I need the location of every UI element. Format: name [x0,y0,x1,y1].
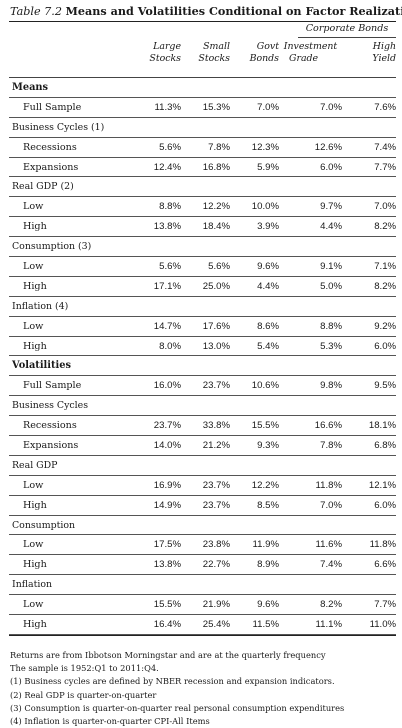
table-row: High 17.1% 25.0% 4.4% 5.0% 8.2% [9,276,397,297]
table-row: Low 14.7% 17.6% 8.6% 8.8% 9.2% [9,316,397,337]
note-4: (4) Inflation is quarter-on-quarter CPI-… [10,715,210,726]
note-3: (3) Consumption is quarter-on-quarter re… [10,702,345,713]
header-rule [9,77,396,78]
section-means: Means [9,78,397,98]
table-row: Expansions 14.0% 21.2% 9.3% 7.8% 6.8% [9,435,397,456]
group-header: Consumption (3) [9,236,397,258]
table-row: Low 5.6% 5.6% 9.6% 9.1% 7.1% [9,256,397,277]
column-header: Corporate Bonds Large Stocks Small Stock… [9,22,396,77]
col-header-govt-bonds: Govt Bonds [249,41,279,64]
group-header: Real GDP (2) [9,176,397,198]
table-notes: Returns are from Ibbotson Morningstar an… [9,649,396,728]
table-row: Full Sample 11.3% 15.3% 7.0% 7.0% 7.6% [9,97,397,118]
group-header: Inflation (4) [9,296,397,317]
table-row: Low 15.5% 21.9% 9.6% 8.2% 7.7% [9,594,397,616]
table-row: Recessions 23.7% 33.8% 15.5% 16.6% 18.1% [9,415,397,437]
table-row: Low 17.5% 23.8% 11.9% 11.6% 11.8% [9,534,397,556]
group-header: Real GDP [9,455,397,476]
table-row: High 8.0% 13.0% 5.4% 5.3% 6.0% [9,336,397,357]
data-table: Means Full Sample 11.3% 15.3% 7.0% 7.0% … [9,78,397,635]
col-header-large-stocks: Large Stocks [149,41,181,64]
group-header: Business Cycles (1) [9,117,397,138]
note-1: (1) Business cycles are defined by NBER … [10,676,335,687]
table-row: Expansions 12.4% 16.8% 5.9% 6.0% 7.7% [9,157,397,178]
col-header-high-yield: High Yield [372,41,396,64]
table-title: Table 7.2 Means and Volatilities Conditi… [10,2,402,21]
spanner-rule [298,37,396,38]
table-bottom-rule [9,634,396,636]
group-header: Consumption [9,515,397,536]
table-title-text: Means and Volatilities Conditional on Fa… [65,4,402,18]
col-header-investment-grade: Investment Grade [283,41,338,64]
note-2: (2) Real GDP is quarter-on-quarter [10,689,157,700]
table-number: Table 7.2 [10,5,62,18]
section-volatilities: Volatilities [9,355,397,377]
title-rule [9,21,396,22]
corporate-bonds-spanner: Corporate Bonds [305,23,389,34]
table-row: Recessions 5.6% 7.8% 12.3% 12.6% 7.4% [9,137,397,158]
col-header-small-stocks: Small Stocks [198,41,230,64]
note-source: Returns are from Ibbotson Morningstar an… [10,649,326,660]
table-row: High 14.9% 23.7% 8.5% 7.0% 6.0% [9,495,397,516]
group-header: Inflation [9,574,397,596]
table-row: Low 8.8% 12.2% 10.0% 9.7% 7.0% [9,196,397,218]
table-row: Full Sample 16.0% 23.7% 10.6% 9.8% 9.5% [9,375,397,397]
table-page: Table 7.2 Means and Volatilities Conditi… [9,2,402,726]
group-header: Business Cycles [9,395,397,417]
table-row: Low 16.9% 23.7% 12.2% 11.8% 12.1% [9,475,397,496]
table-row: High 13.8% 18.4% 3.9% 4.4% 8.2% [9,216,397,238]
table-row: High 13.8% 22.7% 8.9% 7.4% 6.6% [9,554,397,576]
note-sample: The sample is 1952:Q1 to 2011:Q4. [10,663,159,674]
table-row: High 16.4% 25.4% 11.5% 11.1% 11.0% [9,614,397,635]
